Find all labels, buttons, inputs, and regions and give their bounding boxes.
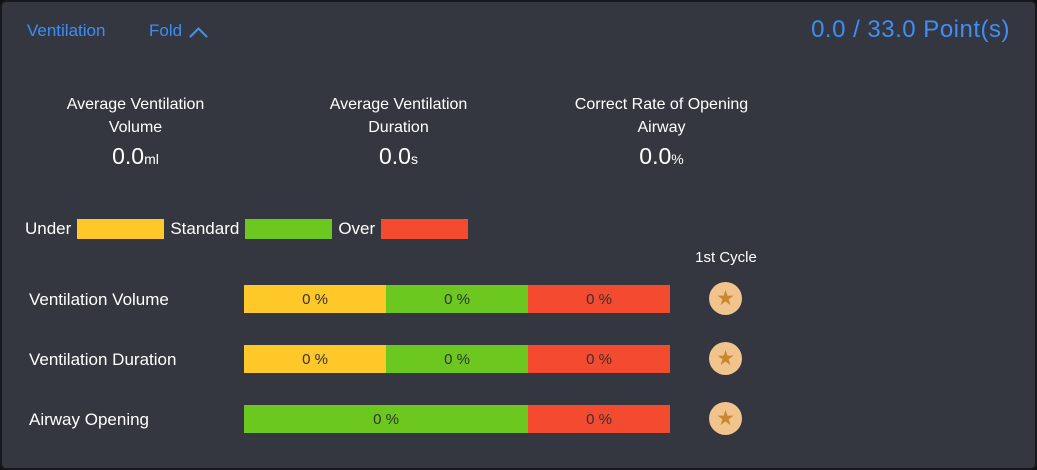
stat-value: 0.0ml [112,143,159,169]
stat-unit: % [671,151,684,167]
stat-average-ventilation-volume: Average Ventilation Volume 0.0ml [4,93,267,170]
legend: Under Standard Over [25,219,474,239]
bar-segment-under: 0 % [244,285,386,313]
star-icon: ★ [716,346,735,370]
fold-button[interactable]: Fold [149,21,208,41]
star-icon: ★ [716,406,735,430]
row-label-airway-opening: Airway Opening [29,410,150,429]
legend-label-under: Under [25,219,72,238]
stat-correct-rate-airway: Correct Rate of Opening Airway 0.0% [530,93,793,170]
chevron-up-icon [189,25,208,38]
bar-ventilation-volume: 0 % 0 % 0 % [244,285,670,313]
row-label-ventilation-volume: Ventilation Volume [29,290,169,309]
cycle-star-badge: ★ [709,282,742,315]
stat-value: 0.0s [379,143,418,169]
legend-swatch-over [381,219,469,239]
stat-title: Average Ventilation Volume [66,96,205,136]
stat-title: Average Ventilation Duration [329,96,468,136]
fold-button-label: Fold [149,21,183,40]
legend-label-over: Over [338,219,376,238]
stat-average-ventilation-duration: Average Ventilation Duration 0.0s [267,93,530,170]
stat-value: 0.0% [639,143,684,169]
bar-segment-standard: 0 % [244,405,528,433]
bar-segment-over: 0 % [528,345,670,373]
stat-unit: s [410,151,418,167]
cycle-star-badge: ★ [709,342,742,375]
panel-title[interactable]: Ventilation [27,21,106,40]
bar-segment-over: 0 % [528,405,670,433]
bar-airway-opening: 0 % 0 % [244,405,670,433]
legend-swatch-under [77,219,165,239]
stat-unit: ml [144,151,159,167]
score-text: 0.0 / 33.0 Point(s) [811,16,1010,43]
cycle-column-header: 1st Cycle [695,249,757,266]
bar-ventilation-duration: 0 % 0 % 0 % [244,345,670,373]
bar-segment-standard: 0 % [386,285,528,313]
stat-title: Correct Rate of Opening Airway [574,96,749,136]
star-icon: ★ [716,286,735,310]
legend-swatch-standard [245,219,333,239]
legend-label-standard: Standard [170,219,240,238]
cycle-star-badge: ★ [709,402,742,435]
stats-row: Average Ventilation Volume 0.0ml Average… [4,93,794,170]
bar-segment-over: 0 % [528,285,670,313]
row-label-ventilation-duration: Ventilation Duration [29,350,177,369]
bar-segment-under: 0 % [244,345,386,373]
bar-segment-standard: 0 % [386,345,528,373]
